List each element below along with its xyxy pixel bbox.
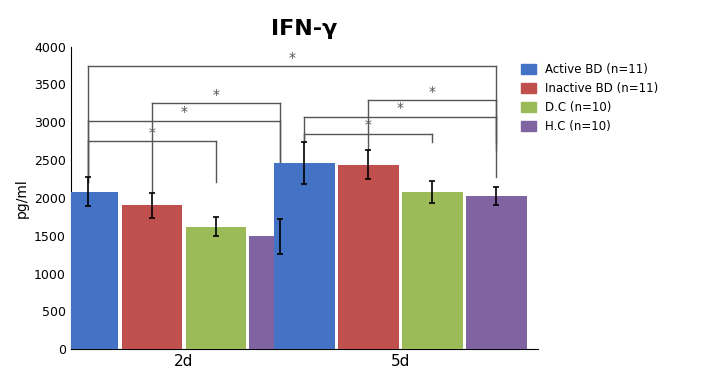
Text: *: * [212,88,219,102]
Text: *: * [149,126,156,140]
Bar [185,227,246,349]
Text: *: * [181,105,188,119]
Bar [402,192,463,349]
Bar [466,196,527,349]
Bar [274,163,335,349]
Bar [57,192,118,349]
Y-axis label: pg/ml: pg/ml [14,178,28,218]
Title: IFN-γ: IFN-γ [271,19,338,40]
Bar [249,236,310,349]
Text: *: * [397,101,404,115]
Text: *: * [365,118,372,132]
Bar [122,206,183,349]
Text: *: * [289,51,296,65]
Legend: Active BD (n=11), Inactive BD (n=11), D.C (n=10), H.C (n=10): Active BD (n=11), Inactive BD (n=11), D.… [517,59,663,138]
Bar [338,165,399,349]
Text: *: * [429,85,436,99]
